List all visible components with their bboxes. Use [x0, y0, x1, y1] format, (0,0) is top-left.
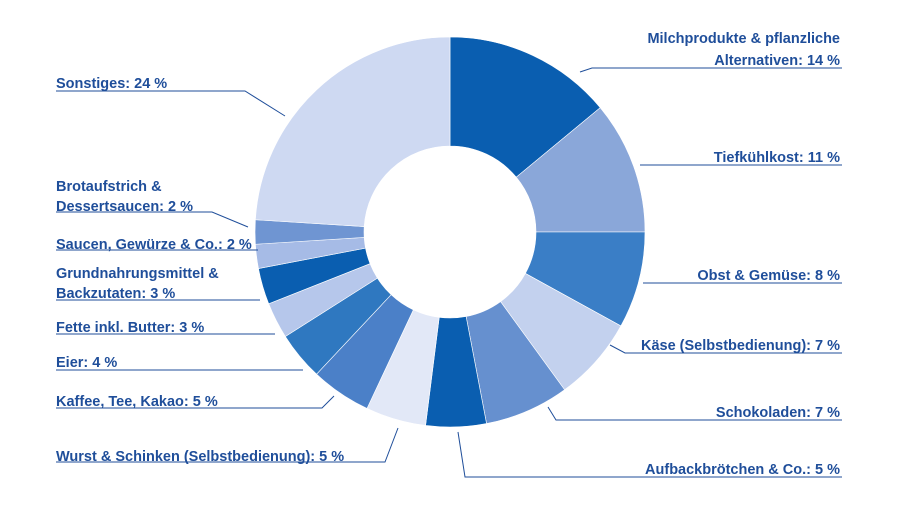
slice-label-0-line-1: Alternativen: 14 %	[714, 53, 840, 69]
slice-label-group-3: Käse (Selbstbedienung): 7 %	[609, 338, 842, 354]
slice-label-2-line-0: Obst & Gemüse: 8 %	[697, 268, 840, 284]
slice-label-group-12: Brotaufstrich & Dessertsaucen: 2 %	[56, 179, 249, 228]
slice-label-group-0: Milchprodukte & pflanzliche Alternativen:…	[579, 31, 842, 73]
leader-line-0	[579, 67, 842, 73]
leader-line-3	[609, 344, 842, 354]
slice-label-1-line-0: Tiefkühlkost: 11 %	[714, 150, 840, 166]
slice-label-12-line-1: Dessertsaucen: 2 %	[56, 199, 193, 215]
slice-label-group-8: Eier: 4 %	[56, 355, 303, 371]
leader-line-12	[56, 211, 249, 228]
slice-label-13-line-0: Sonstiges: 24 %	[56, 76, 167, 92]
leader-line-7	[56, 395, 335, 409]
slice-label-9-line-0: Fette inkl. Butter: 3 %	[56, 320, 204, 336]
slice-label-group-11: Saucen, Gewürze & Co.: 2 %	[56, 237, 258, 253]
leader-line-13	[56, 90, 286, 117]
slice-label-group-6: Wurst & Schinken (Selbstbedienung): 5 %	[56, 427, 399, 465]
slice-label-group-9: Fette inkl. Butter: 3 %	[56, 320, 275, 336]
slice-label-10-line-1: Backzutaten: 3 %	[56, 286, 175, 302]
slice-label-group-1: Tiefkühlkost: 11 %	[640, 150, 842, 166]
slice-label-group-13: Sonstiges: 24 %	[56, 76, 286, 117]
slice-label-12-line-0: Brotaufstrich &	[56, 179, 162, 195]
leader-line-6	[56, 427, 399, 463]
slice-label-4-line-0: Schokoladen: 7 %	[716, 405, 840, 421]
slice-label-6-line-0: Wurst & Schinken (Selbstbedienung): 5 %	[56, 449, 344, 465]
leader-line-4	[547, 406, 842, 421]
slice-label-group-4: Schokoladen: 7 %	[547, 405, 842, 421]
slice-label-11-line-0: Saucen, Gewürze & Co.: 2 %	[56, 237, 252, 253]
slice-label-group-7: Kaffee, Tee, Kakao: 5 %	[56, 394, 335, 410]
slice-label-7-line-0: Kaffee, Tee, Kakao: 5 %	[56, 394, 218, 410]
donut-slice-0	[449, 36, 601, 178]
slice-label-8-line-0: Eier: 4 %	[56, 355, 117, 371]
slice-label-group-10: Grundnahrungsmittel & Backzutaten: 3 %	[56, 266, 260, 302]
slice-label-0-line-0: Milchprodukte & pflanzliche	[647, 31, 840, 47]
slice-label-10-line-0: Grundnahrungsmittel &	[56, 266, 219, 282]
slice-label-group-2: Obst & Gemüse: 8 %	[643, 268, 842, 284]
leader-line-5	[457, 431, 842, 478]
slice-label-3-line-0: Käse (Selbstbedienung): 7 %	[641, 338, 840, 354]
slice-label-group-5: Aufbackbrötchen & Co.: 5 %	[457, 431, 842, 478]
slice-label-5-line-0: Aufbackbrötchen & Co.: 5 %	[645, 462, 840, 478]
donut-slice-13	[255, 36, 451, 227]
